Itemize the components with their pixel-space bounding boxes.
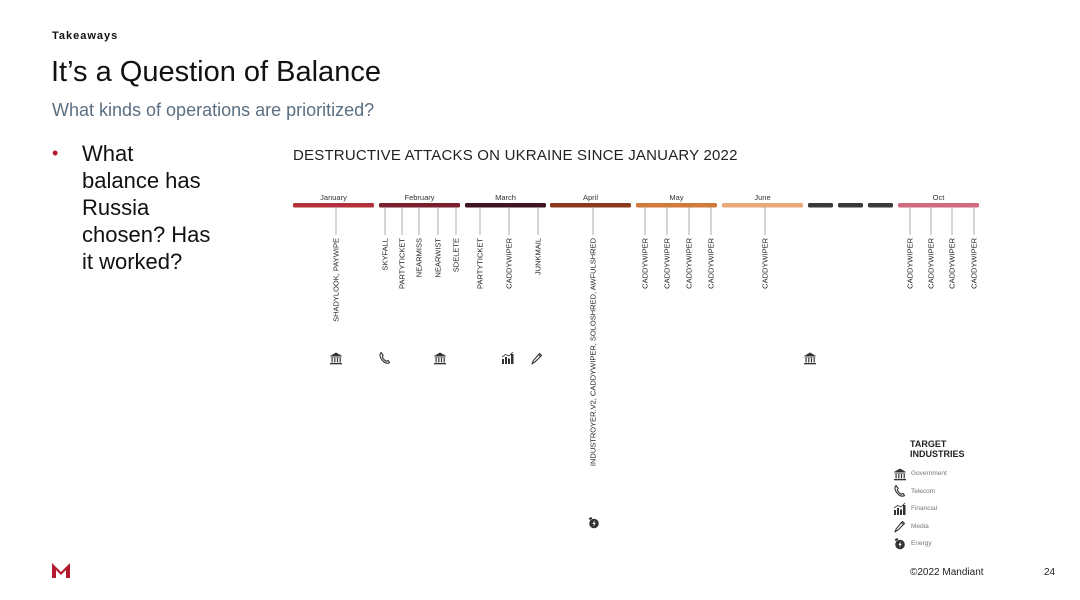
legend-item-media: Media — [893, 518, 1013, 536]
legend-label: Government — [911, 470, 947, 478]
attack-label: PARTYTICKET — [476, 238, 485, 289]
attack-label: NEARWIST — [434, 238, 443, 278]
energy-icon — [894, 537, 905, 550]
legend-item-government: Government — [893, 465, 1013, 483]
legend-label: Energy — [911, 540, 932, 548]
attack-label: CADDYWIPER — [906, 237, 915, 288]
copyright: ©2022 Mandiant — [910, 567, 984, 578]
attack-label: PARTYTICKET — [398, 238, 407, 289]
pen-icon — [531, 352, 543, 365]
attack-label: NEARMISS — [415, 238, 424, 277]
bullet-text: What balance has Russia chosen? Has it w… — [82, 141, 211, 274]
attack-label: INDUSTROYER.V2, CADDYWIPER, SOLOSHRED, A… — [589, 237, 598, 466]
month-bar-segment — [868, 203, 893, 208]
legend-item-energy: Energy — [893, 535, 1013, 553]
month-bar-segment — [898, 203, 979, 208]
phone-icon — [379, 351, 391, 364]
legend-label: Media — [911, 522, 929, 530]
month-bar-segment — [636, 203, 717, 208]
attack-label: CADDYWIPER — [663, 237, 672, 288]
bullet-item: • What balance has Russia chosen? Has it… — [52, 140, 232, 275]
month-label: Oct — [933, 193, 946, 202]
month-label: February — [404, 193, 434, 202]
attack-label: CADDYWIPER — [707, 237, 716, 288]
bullet-list: • What balance has Russia chosen? Has it… — [52, 140, 232, 275]
chart-icon — [501, 351, 514, 364]
month-label: March — [495, 193, 516, 202]
attack-label: SDELETE — [452, 238, 461, 272]
bank-icon — [330, 352, 342, 365]
month-label: May — [669, 193, 683, 202]
month-bar-segment — [550, 203, 631, 208]
attack-label: CADDYWIPER — [761, 237, 770, 288]
month-bar-segment — [293, 203, 374, 208]
attack-label: CADDYWIPER — [685, 237, 694, 288]
month-bar-segment — [808, 203, 833, 208]
page-number: 24 — [1044, 567, 1056, 578]
legend-label: Financial — [911, 505, 938, 513]
industry-legend: TARGET INDUSTRIES Government Telecom Fin… — [893, 439, 1013, 553]
timeline-title: DESTRUCTIVE ATTACKS ON UKRAINE SINCE JAN… — [293, 147, 738, 164]
legend-item-telecom: Telecom — [893, 483, 1013, 501]
attack-label: SHADYLOOK, PAYWIPE — [332, 238, 341, 322]
energy-icon — [588, 516, 599, 529]
legend-label: Telecom — [911, 487, 936, 495]
bank-icon — [804, 352, 816, 365]
attack-label: CADDYWIPER — [505, 237, 514, 288]
month-bar-segment — [838, 203, 863, 208]
attack-label: JUNKMAIL — [534, 238, 543, 275]
month-label: January — [320, 193, 347, 202]
attack-label: CADDYWIPER — [641, 237, 650, 288]
attack-label: CADDYWIPER — [927, 237, 936, 288]
slide-kicker: Takeaways — [52, 30, 119, 42]
bullet-dot-icon: • — [52, 143, 59, 163]
attack-label: SKYFALL — [381, 238, 390, 271]
mandiant-logo-icon — [52, 563, 70, 578]
chart-icon — [893, 502, 906, 515]
bank-icon — [434, 352, 446, 365]
month-bar-segment — [465, 203, 546, 208]
month-label: June — [754, 193, 770, 202]
month-label: April — [583, 193, 598, 202]
pen-icon — [894, 521, 906, 533]
month-bar-segment — [379, 203, 460, 208]
month-bar-segment — [722, 203, 803, 208]
phone-icon — [894, 485, 906, 497]
bank-icon — [894, 468, 906, 481]
slide-subtitle: What kinds of operations are prioritized… — [52, 100, 375, 120]
slide-title: It’s a Question of Balance — [51, 56, 381, 88]
attack-label: CADDYWIPER — [948, 237, 957, 288]
attack-label: CADDYWIPER — [970, 237, 979, 288]
legend-item-financial: Financial — [893, 500, 1013, 518]
legend-title: TARGET INDUSTRIES — [910, 439, 965, 459]
